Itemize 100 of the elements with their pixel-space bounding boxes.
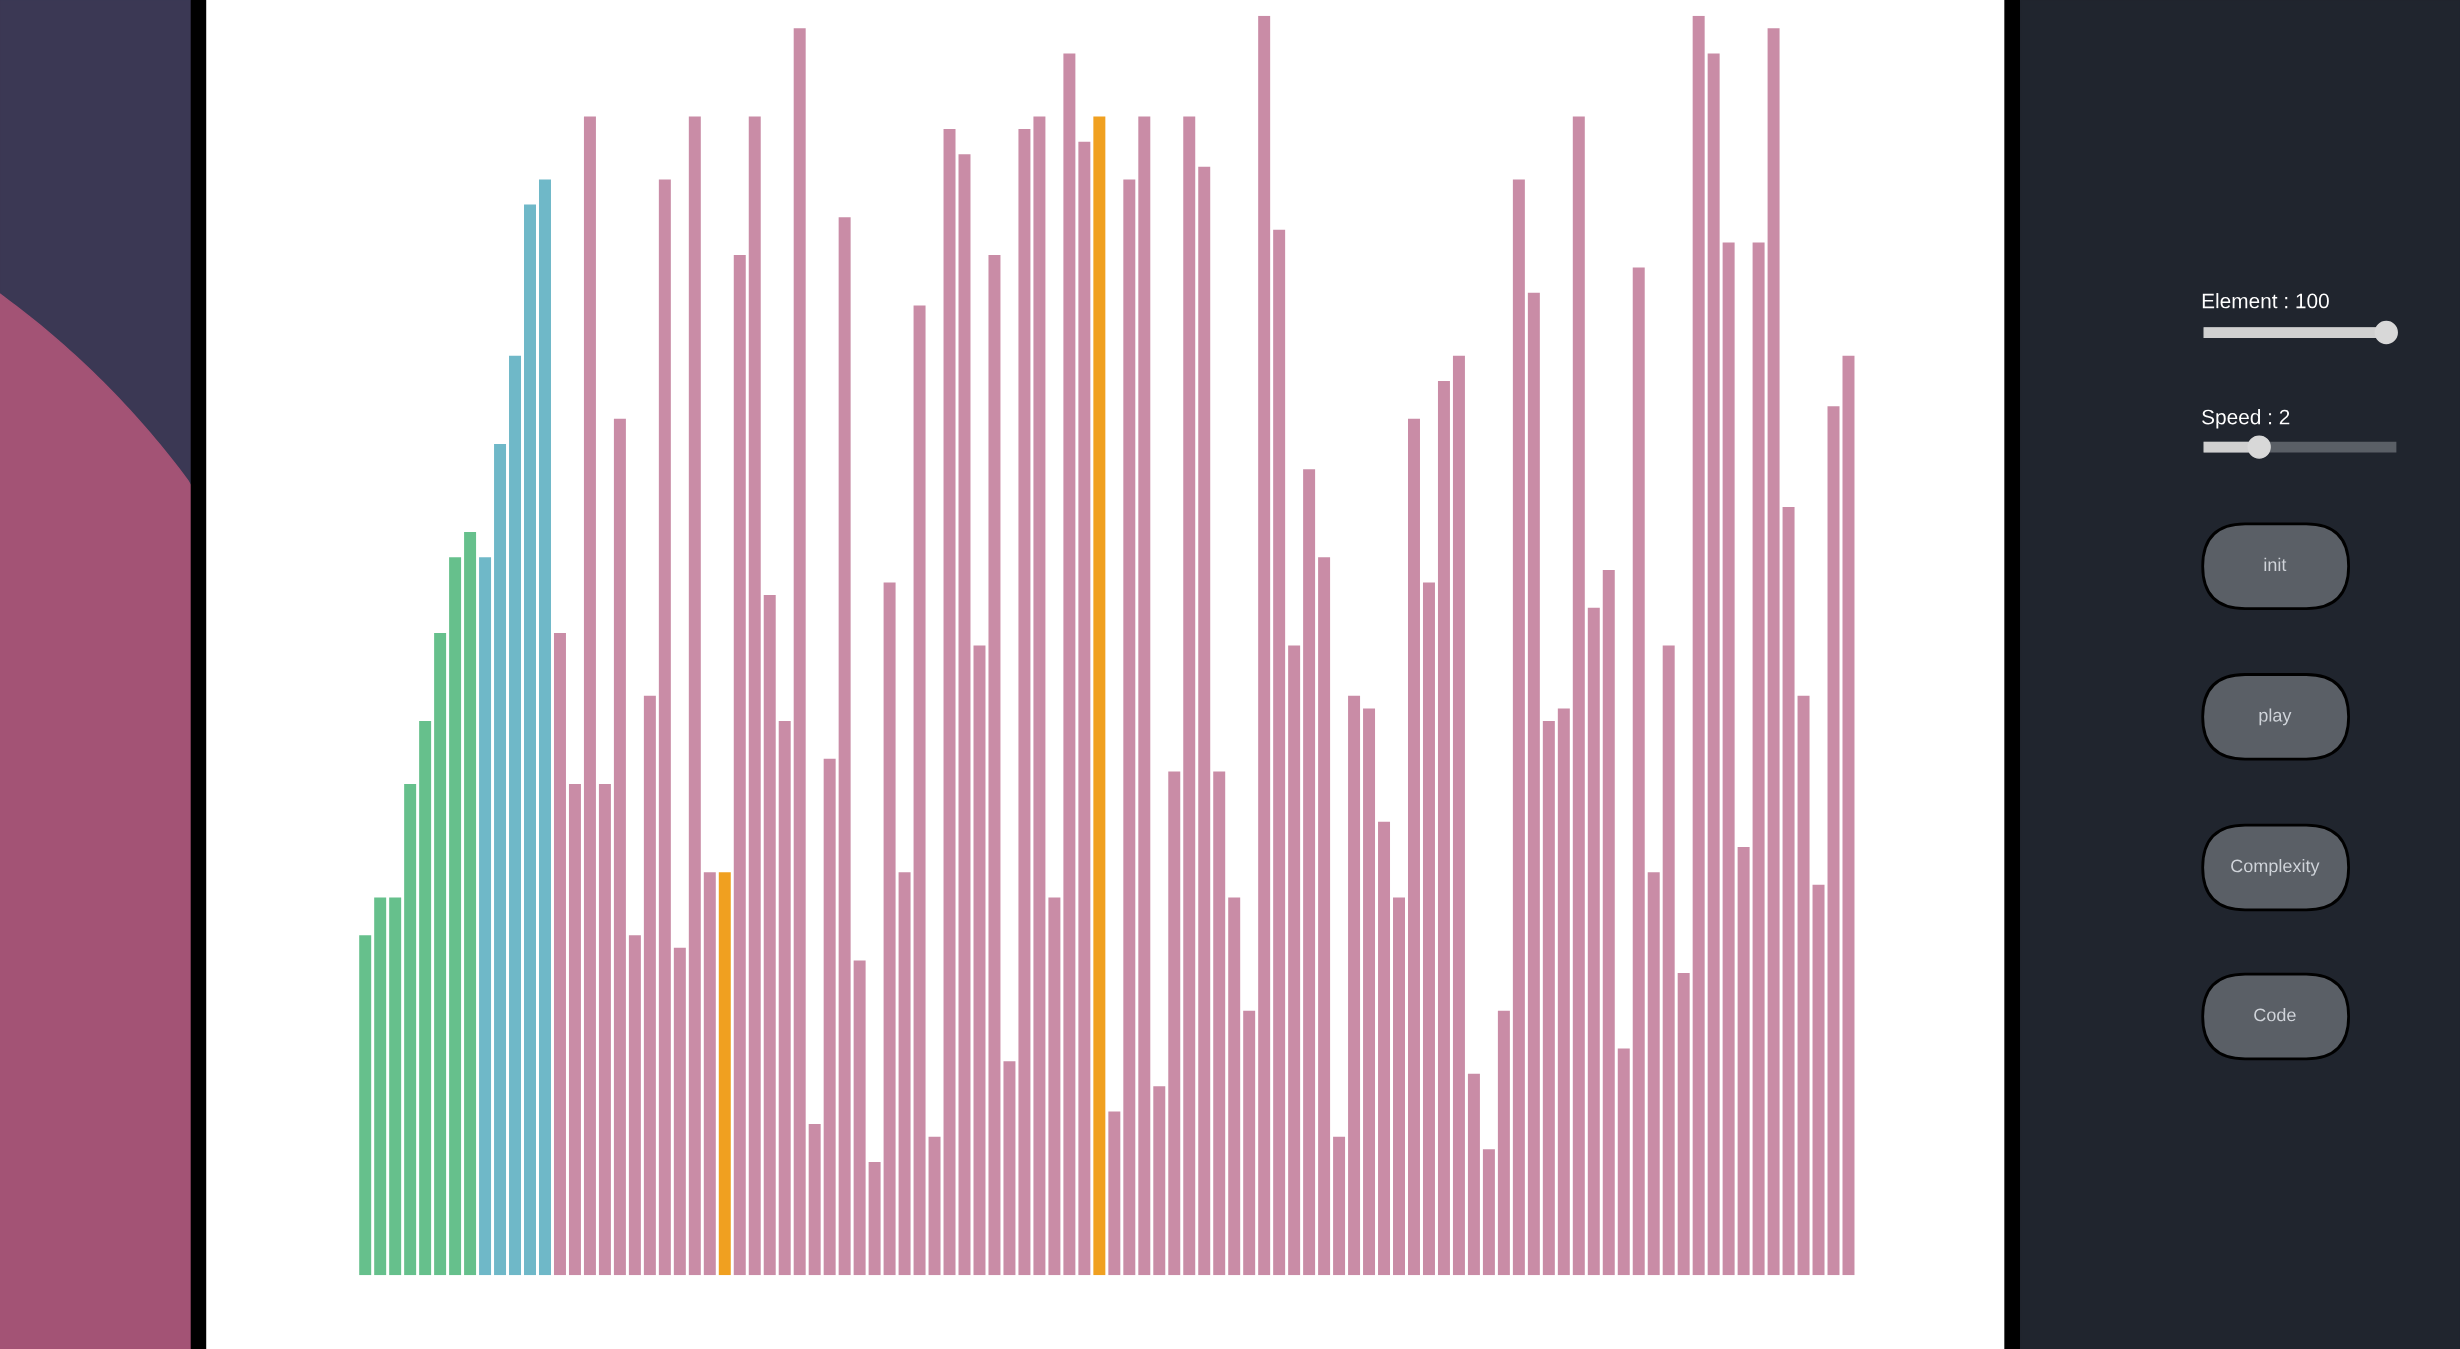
bar [1827, 406, 1840, 1276]
bar [419, 721, 432, 1276]
bar [1318, 557, 1331, 1276]
bar [1632, 267, 1645, 1276]
bar [1198, 166, 1211, 1276]
bar [1677, 972, 1690, 1276]
bar [434, 632, 447, 1276]
bar [883, 582, 896, 1276]
bar [658, 179, 671, 1276]
bar [1692, 15, 1705, 1276]
bar [539, 179, 551, 1276]
bar [793, 28, 806, 1276]
bar [1482, 1149, 1495, 1276]
bar [1033, 116, 1046, 1276]
bar [1408, 418, 1420, 1276]
bar [1048, 897, 1061, 1276]
bar [1647, 872, 1660, 1276]
bar [1542, 721, 1555, 1276]
bar [958, 154, 971, 1276]
bar [1273, 229, 1286, 1276]
bar [1363, 708, 1376, 1276]
bar [1767, 28, 1780, 1276]
bar [1123, 179, 1136, 1276]
bar [643, 695, 656, 1276]
bar [823, 758, 836, 1276]
bar [598, 784, 611, 1276]
bar [1497, 1010, 1510, 1276]
bar [553, 632, 566, 1276]
bar [1437, 380, 1450, 1276]
bar [613, 418, 626, 1276]
bar [509, 355, 522, 1276]
bar [479, 557, 492, 1276]
bar [1348, 695, 1361, 1276]
bar [1153, 1086, 1166, 1276]
bar [838, 217, 851, 1276]
bar [1018, 129, 1031, 1276]
bar [1183, 116, 1196, 1276]
bar [1333, 1136, 1346, 1276]
bar [973, 645, 986, 1276]
bar [703, 872, 716, 1276]
bar [1602, 569, 1615, 1276]
bar [1258, 15, 1271, 1276]
bar [1527, 292, 1540, 1276]
bar [1063, 53, 1076, 1276]
bar [1587, 607, 1600, 1276]
bar [359, 935, 372, 1276]
bar [1288, 645, 1301, 1276]
bar [1467, 1073, 1480, 1276]
bar [374, 897, 387, 1276]
bar [853, 960, 866, 1276]
bar [1303, 469, 1316, 1276]
text: Complexity [2231, 859, 2320, 876]
bar [1707, 53, 1720, 1276]
bar [1003, 1061, 1016, 1276]
bar [404, 784, 417, 1276]
bar [1812, 884, 1825, 1276]
bar [1393, 897, 1405, 1276]
bar [494, 443, 507, 1276]
bar [1422, 582, 1435, 1276]
bar [389, 897, 402, 1276]
bar [524, 204, 536, 1276]
bar [1228, 897, 1241, 1276]
bar [1108, 1111, 1121, 1276]
text: play [2259, 708, 2292, 726]
bar [1138, 116, 1151, 1276]
bar [808, 1124, 821, 1276]
bar [778, 721, 791, 1276]
bar [733, 255, 746, 1276]
bar [568, 784, 581, 1276]
bar [748, 116, 761, 1276]
bar [763, 595, 776, 1276]
bar [943, 129, 956, 1276]
bar [673, 947, 686, 1276]
bar [1662, 645, 1675, 1276]
bar [1093, 116, 1106, 1276]
bar [1572, 116, 1585, 1276]
bar [1842, 355, 1855, 1276]
bar [1452, 355, 1465, 1276]
bar [1617, 1048, 1630, 1276]
bar [913, 305, 926, 1276]
bar [868, 1161, 881, 1276]
bar [988, 255, 1001, 1276]
bar [718, 872, 731, 1276]
bar [1078, 141, 1091, 1276]
bar [583, 116, 596, 1276]
bar [1512, 179, 1525, 1276]
bar [928, 1136, 941, 1276]
text: Element : 100 [2202, 293, 2329, 309]
bar [1378, 821, 1391, 1276]
bar [1168, 771, 1181, 1276]
bar [898, 872, 911, 1276]
bar [1797, 695, 1810, 1276]
bar [628, 935, 641, 1276]
bar [1213, 771, 1226, 1276]
bar [464, 532, 477, 1276]
text: Code [2254, 1008, 2296, 1022]
bar [1557, 708, 1570, 1276]
bar [1243, 1010, 1256, 1276]
bar [688, 116, 701, 1276]
bar [449, 557, 462, 1276]
